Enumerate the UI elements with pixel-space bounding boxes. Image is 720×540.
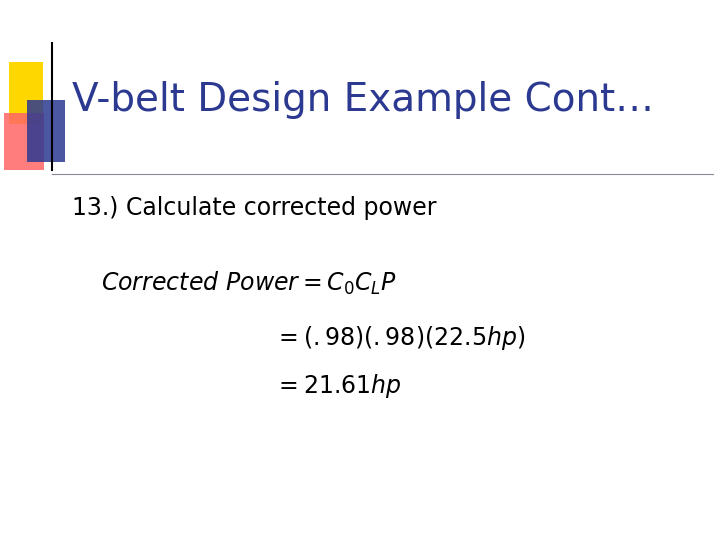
Text: 13.) Calculate corrected power: 13.) Calculate corrected power — [72, 196, 436, 220]
FancyBboxPatch shape — [27, 100, 65, 162]
Text: V-belt Design Example Cont…: V-belt Design Example Cont… — [72, 81, 654, 119]
Text: $= (.98)(.98)(22.5\mathit{hp})$: $= (.98)(.98)(22.5\mathit{hp})$ — [274, 323, 525, 352]
Text: $\mathit{Corrected\ Power} = C_0 C_L P$: $\mathit{Corrected\ Power} = C_0 C_L P$ — [101, 270, 397, 297]
FancyBboxPatch shape — [9, 62, 43, 124]
FancyBboxPatch shape — [4, 113, 44, 170]
Text: $= 21.61\mathit{hp}$: $= 21.61\mathit{hp}$ — [274, 372, 401, 400]
